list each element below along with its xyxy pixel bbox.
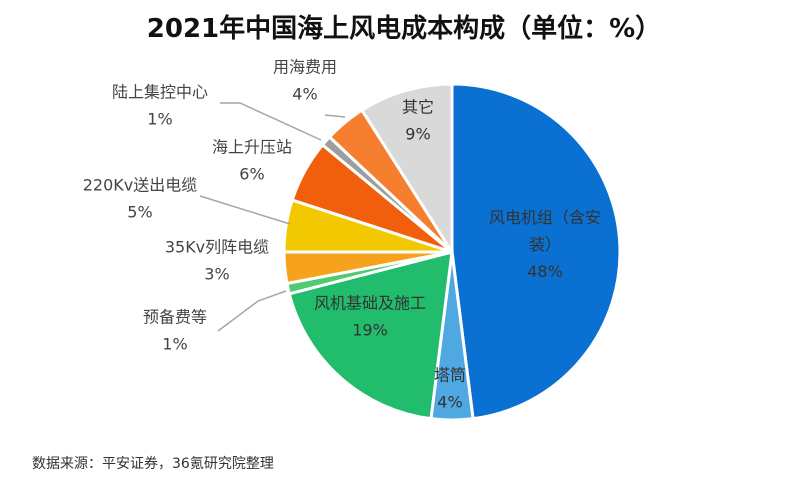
slice-label: 用海费用 4% [273, 58, 337, 104]
slice-label: 预备费等 1% [143, 308, 207, 354]
slice-label: 塔筒 4% [434, 366, 466, 412]
slice-label: 陆上集控中心 1% [112, 83, 208, 129]
pie-slice [359, 82, 454, 258]
slice-label: 风电机组（含安装） 48% [489, 208, 601, 281]
pie-slice [450, 82, 622, 421]
slice-label: 海上升压站 6% [212, 138, 292, 184]
leader-line [324, 114, 346, 118]
leader-line [220, 102, 322, 141]
slice-label: 35Kv列阵电缆 3% [165, 238, 269, 284]
pie-slice [287, 249, 454, 421]
leader-line [217, 290, 287, 332]
slice-label: 风机基础及施工 19% [314, 294, 426, 340]
source-note: 数据来源：平安证券，36氪研究院整理 [32, 456, 274, 472]
chart-title: 2021年中国海上风电成本构成（单位：%） [146, 14, 662, 44]
slice-label: 其它 9% [402, 98, 434, 144]
slice-label: 220Kv送出电缆 5% [83, 176, 198, 222]
leader-line [199, 195, 291, 225]
